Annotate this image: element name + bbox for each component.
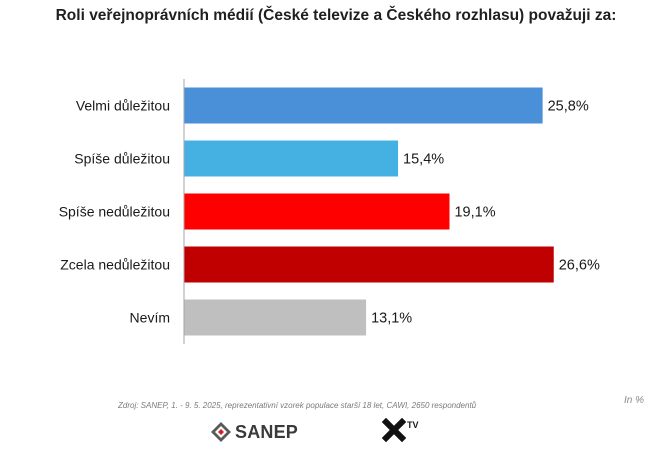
source-note: Zdroj: SANEP, 1. - 9. 5. 2025, reprezent… — [118, 401, 477, 410]
bar — [184, 140, 399, 177]
value-label: 15,4% — [403, 152, 444, 168]
value-label: 25,8% — [548, 99, 589, 115]
value-label: 26,6% — [559, 258, 600, 274]
x-mark-icon — [382, 418, 406, 442]
category-label: Velmi důležitou — [76, 98, 170, 114]
bar — [184, 87, 543, 124]
xtv-logo-text: TV — [407, 420, 419, 430]
bar — [184, 193, 450, 230]
value-label: 19,1% — [454, 205, 495, 221]
category-label: Spíše důležitou — [74, 151, 170, 167]
category-label: Nevím — [130, 310, 170, 326]
bar — [184, 299, 367, 336]
sanep-mark-icon — [211, 422, 231, 442]
bars-group: Velmi důležitou 25,8% Spíše důležitou 15,4%… — [59, 87, 600, 336]
category-label: Spíše nedůležitou — [59, 204, 170, 220]
category-label: Zcela nedůležitou — [60, 257, 170, 273]
chart-title: Roli veřejnoprávních médií (České televi… — [55, 7, 617, 24]
bar — [184, 246, 554, 283]
sanep-logo-text: SANEP — [235, 421, 299, 442]
xtv-logo: TV — [382, 418, 419, 446]
value-label: 13,1% — [371, 311, 412, 327]
unit-note: In % — [623, 395, 644, 406]
sanep-logo: SANEP — [210, 420, 298, 444]
